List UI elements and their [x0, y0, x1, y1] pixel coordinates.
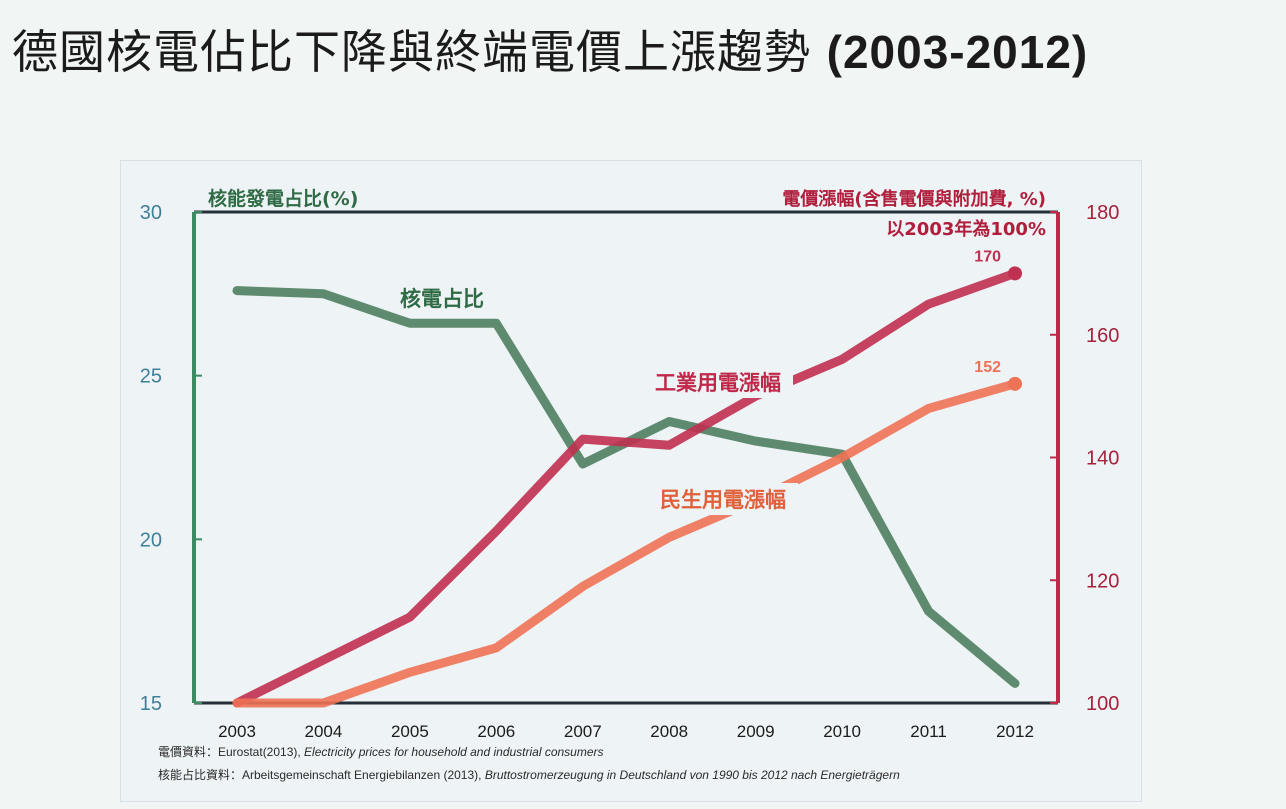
series-3-point: [322, 702, 325, 705]
series-3-point: [841, 456, 844, 459]
page-title: 德國核電佔比下降與終端電價上漲趨勢 (2003-2012): [12, 16, 1088, 82]
x-tick-label: 2012: [996, 722, 1034, 741]
right-tick-label: 120: [1086, 570, 1119, 592]
series-3-end-marker: [1008, 376, 1022, 391]
series-label-2: 工業用電漲幅: [655, 371, 781, 395]
series-1-point: [754, 440, 757, 443]
series-3-point: [581, 585, 584, 588]
left-tick-label: 30: [140, 202, 162, 224]
share-source-title: Bruttostromerzeugung in Deutschland von …: [484, 768, 900, 782]
x-tick-label: 2008: [650, 722, 688, 741]
title-years: (2003-2012): [826, 26, 1089, 78]
x-tick-label: 2010: [823, 722, 861, 741]
series-2-end-marker: [1008, 266, 1022, 281]
right-tick-label: 160: [1086, 325, 1119, 347]
series-1-point: [322, 292, 325, 295]
series-line-3: [232, 379, 1020, 708]
series-1-point: [1014, 682, 1017, 685]
series-3-point: [927, 407, 930, 410]
series-label-1: 核電占比: [400, 287, 484, 311]
series-2-end-label: 170: [974, 248, 1001, 265]
series-label-bg: [649, 366, 793, 398]
series-2-point: [927, 303, 930, 306]
price-source-title: Electricity prices for household and ind…: [304, 745, 604, 759]
series-3-point: [668, 536, 671, 539]
x-tick-label: 2006: [477, 722, 515, 741]
series-1-point: [495, 322, 498, 325]
x-tick-label: 2005: [391, 722, 429, 741]
price-source-note: 電價資料：Eurostat(2013), Electricity prices …: [158, 743, 604, 760]
share-source-prefix: 核能占比資料：Arbeitsgemeinschaft Energiebilanz…: [158, 768, 485, 782]
series-2-point: [668, 444, 671, 447]
series-3-point: [408, 671, 411, 674]
series-1-point: [408, 322, 411, 325]
x-tick-label: 2007: [564, 722, 602, 741]
series-2-point: [322, 659, 325, 662]
left-tick-label: 15: [140, 693, 162, 715]
right-axis-title: 電價漲幅(含售電價與附加費, %): [782, 188, 1046, 210]
x-tick-label: 2004: [305, 722, 343, 741]
x-tick-label: 2011: [910, 722, 947, 741]
right-axis-subtitle: 以2003年為100%: [886, 218, 1046, 240]
series-1-point: [668, 420, 671, 423]
series-line-2: [232, 268, 1020, 708]
series-line-1: [232, 286, 1020, 688]
series-label-bg: [654, 483, 798, 515]
right-tick-label: 140: [1086, 448, 1119, 470]
series-label-3: 民生用電漲幅: [660, 488, 786, 512]
series-1-point: [927, 610, 930, 613]
x-tick-label: 2003: [218, 722, 256, 741]
left-tick-label: 20: [140, 529, 162, 551]
series-2-point: [581, 438, 584, 441]
right-tick-label: 100: [1086, 693, 1119, 715]
chart-paper: [120, 160, 1142, 802]
series-1-point: [581, 463, 584, 466]
share-source-note: 核能占比資料：Arbeitsgemeinschaft Energiebilanz…: [158, 766, 900, 783]
left-axis-title: 核能發電占比(%): [208, 187, 358, 210]
series-3-end-label: 152: [974, 359, 1001, 376]
series-2-point: [841, 358, 844, 361]
series-3-point: [495, 646, 498, 649]
series-1-point: [236, 289, 239, 292]
series-2-point: [408, 616, 411, 619]
series-2-point: [495, 530, 498, 533]
series-3-point: [236, 702, 239, 705]
price-source-prefix: 電價資料：Eurostat(2013),: [158, 745, 305, 759]
title-main: 德國核電佔比下降與終端電價上漲趨勢: [12, 25, 811, 79]
x-tick-label: 2009: [737, 722, 775, 741]
right-tick-label: 180: [1086, 202, 1119, 224]
left-tick-label: 25: [140, 366, 162, 388]
